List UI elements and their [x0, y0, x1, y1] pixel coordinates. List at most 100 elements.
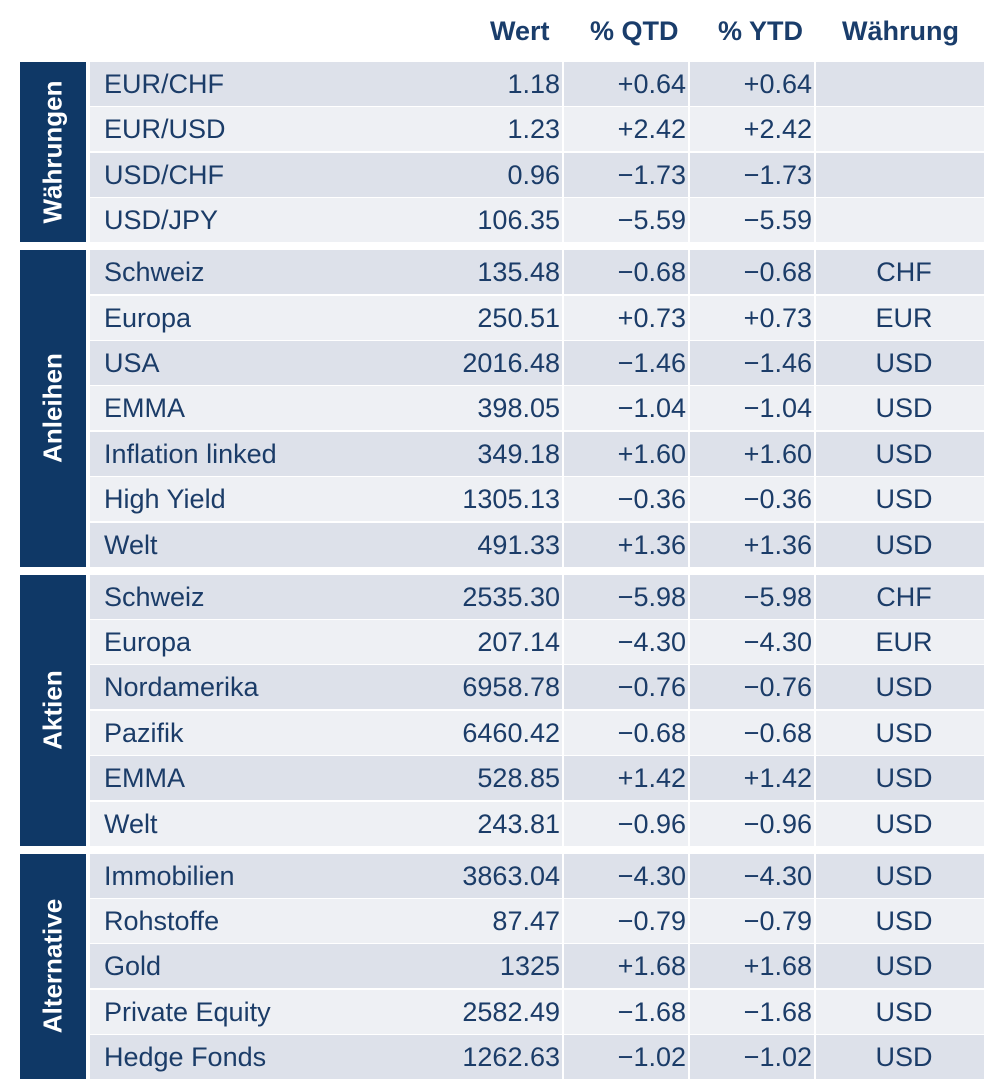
row-name: USA: [104, 347, 160, 378]
column-divider: [688, 340, 690, 385]
row-ytd: +1.68: [743, 951, 812, 982]
row-currency: [824, 198, 984, 242]
column-divider: [562, 431, 564, 476]
row-currency: USD: [875, 393, 933, 424]
row-wert: 1325: [499, 951, 560, 982]
column-divider: [562, 710, 564, 755]
column-divider: [688, 62, 690, 106]
row-ytd: −4.30: [743, 860, 812, 891]
column-divider: [688, 801, 690, 846]
row-wert: 1.18: [507, 69, 560, 99]
column-divider: [814, 853, 816, 898]
column-divider: [688, 853, 690, 898]
row-wert: 250.51: [477, 302, 560, 333]
table-row: Hedge Fonds 1262.63 −1.02 −1.02 USD: [90, 1035, 984, 1080]
table-row: USA 2016.48 −1.46 −1.46 USD: [90, 340, 984, 385]
column-divider: [688, 477, 690, 522]
column-divider: [562, 295, 564, 340]
table-row: Welt 243.81 −0.96 −0.96 USD: [90, 801, 984, 846]
row-currency: USD: [875, 529, 933, 560]
row-name: Rohstoffe: [104, 905, 220, 936]
section-label-text: Währungen: [37, 80, 68, 224]
row-ytd: +1.36: [743, 529, 812, 560]
row-wert: 243.81: [477, 808, 560, 839]
table-row: Welt 491.33 +1.36 +1.36 USD: [90, 522, 984, 567]
table-row: EUR/USD 1.23 +2.42 +2.42: [90, 107, 984, 152]
table-row: Pazifik 6460.42 −0.68 −0.68 USD: [90, 710, 984, 755]
row-ytd: +1.60: [743, 438, 812, 469]
column-divider: [814, 710, 816, 755]
row-ytd: −1.73: [743, 159, 812, 190]
column-divider: [562, 619, 564, 664]
section-label: Währungen: [20, 62, 86, 243]
column-divider: [688, 710, 690, 755]
column-divider: [688, 522, 690, 567]
row-wert: 349.18: [477, 438, 560, 469]
column-divider: [814, 386, 816, 431]
column-divider: [814, 989, 816, 1034]
row-name: High Yield: [104, 484, 226, 515]
column-divider: [562, 1035, 564, 1080]
row-qtd: −4.30: [617, 860, 686, 891]
table-row: Schweiz 135.48 −0.68 −0.68 CHF: [90, 250, 984, 295]
column-divider: [562, 198, 564, 243]
row-qtd: −1.04: [617, 393, 686, 424]
row-currency: USD: [875, 808, 933, 839]
table-row: Gold 1325 +1.68 +1.68 USD: [90, 944, 984, 989]
row-name: USD/CHF: [104, 159, 224, 190]
row-ytd: −5.59: [743, 205, 812, 236]
column-divider: [562, 574, 564, 619]
row-ytd: −1.46: [743, 347, 812, 378]
section-label-text: Aktien: [37, 670, 68, 750]
col-header-wert: Wert: [490, 16, 550, 46]
row-ytd: −0.79: [743, 905, 812, 936]
row-qtd: +1.60: [617, 438, 686, 469]
row-ytd: −5.98: [743, 581, 812, 612]
row-currency: CHF: [876, 257, 932, 288]
column-divider: [562, 801, 564, 846]
column-divider: [562, 944, 564, 989]
row-currency: [824, 107, 984, 151]
row-currency: USD: [875, 905, 933, 936]
column-divider: [562, 386, 564, 431]
row-wert: 3863.04: [462, 860, 560, 891]
column-divider: [814, 198, 816, 243]
column-divider: [814, 898, 816, 943]
table-row: USD/JPY 106.35 −5.59 −5.59: [90, 198, 984, 243]
section-1: Anleihen Schweiz 135.48 −0.68 −0.68 CHF Europa…: [20, 250, 984, 567]
row-name: Schweiz: [104, 257, 205, 288]
row-name: Schweiz: [104, 581, 205, 612]
row-currency: USD: [875, 672, 933, 703]
section-2: Aktien Schweiz 2535.30 −5.98 −5.98 CHF Europa 2…: [20, 574, 984, 846]
table-row: Inflation linked 349.18 +1.60 +1.60 USD: [90, 431, 984, 476]
column-divider: [688, 665, 690, 710]
table-row: Europa 207.14 −4.30 −4.30 EUR: [90, 619, 984, 664]
column-divider: [688, 107, 690, 152]
column-divider: [562, 340, 564, 385]
row-ytd: −0.36: [743, 484, 812, 515]
row-currency: USD: [875, 951, 933, 982]
table-row: EMMA 398.05 −1.04 −1.04 USD: [90, 386, 984, 431]
row-currency: USD: [875, 860, 933, 891]
row-qtd: −0.36: [617, 484, 686, 515]
row-ytd: −0.68: [743, 257, 812, 288]
table-row: Private Equity 2582.49 −1.68 −1.68 USD: [90, 989, 984, 1034]
table-header: Wert % QTD % YTD Währung: [0, 0, 984, 62]
row-qtd: +0.73: [617, 302, 686, 333]
row-wert: 87.47: [492, 905, 560, 936]
row-name: EMMA: [104, 393, 185, 424]
row-qtd: −5.98: [617, 581, 686, 612]
row-name: Immobilien: [104, 860, 235, 891]
row-ytd: +0.73: [743, 302, 812, 333]
column-divider: [814, 431, 816, 476]
column-divider: [562, 522, 564, 567]
row-qtd: −5.59: [617, 205, 686, 236]
row-qtd: +0.64: [617, 69, 686, 99]
row-currency: CHF: [876, 581, 932, 612]
column-divider: [688, 386, 690, 431]
column-divider: [688, 152, 690, 197]
row-currency: USD: [875, 347, 933, 378]
section-label: Aktien: [20, 574, 86, 846]
row-qtd: +1.42: [617, 763, 686, 794]
row-wert: 0.96: [507, 159, 560, 190]
